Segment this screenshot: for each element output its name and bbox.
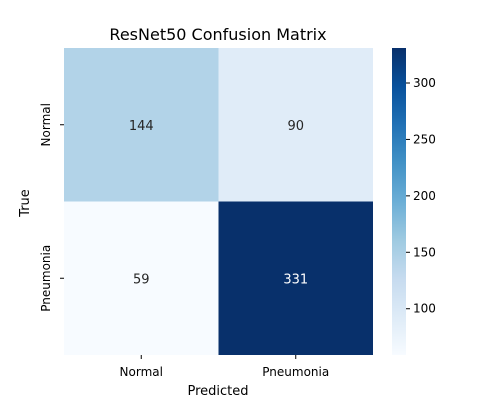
- y-tick-label: Pneumonia: [39, 245, 53, 312]
- heatmap-cell: [64, 48, 219, 202]
- colorbar: [392, 48, 406, 355]
- y-tick-label: Normal: [39, 103, 53, 146]
- colorbar-tick-label: 150: [413, 245, 436, 259]
- cell-value-label: 331: [283, 272, 308, 287]
- heatmap-cell: [218, 201, 373, 355]
- cell-value-label: 144: [129, 119, 154, 134]
- heatmap-cell: [218, 48, 373, 202]
- x-axis-ticks: Normal Pneumonia: [120, 355, 329, 379]
- cell-value-label: 90: [287, 119, 304, 134]
- x-tick-label: Pneumonia: [262, 365, 329, 379]
- colorbar-ticks: 100 150 200 250 300: [406, 76, 436, 316]
- colorbar-tick-label: 250: [413, 132, 436, 146]
- x-axis-label: Predicted: [187, 384, 248, 399]
- colorbar-tick-label: 300: [413, 76, 436, 90]
- colorbar-tick-label: 100: [413, 302, 436, 316]
- colorbar-tick-label: 200: [413, 189, 436, 203]
- heatmap-cells: 144 90 59 331: [64, 48, 373, 355]
- y-axis-ticks: Normal Pneumonia: [39, 103, 64, 312]
- cell-value-label: 59: [133, 272, 150, 287]
- heatmap-cell: [64, 201, 219, 355]
- chart-title: ResNet50 Confusion Matrix: [109, 25, 326, 44]
- y-axis-label: True: [18, 189, 33, 218]
- x-tick-label: Normal: [120, 365, 163, 379]
